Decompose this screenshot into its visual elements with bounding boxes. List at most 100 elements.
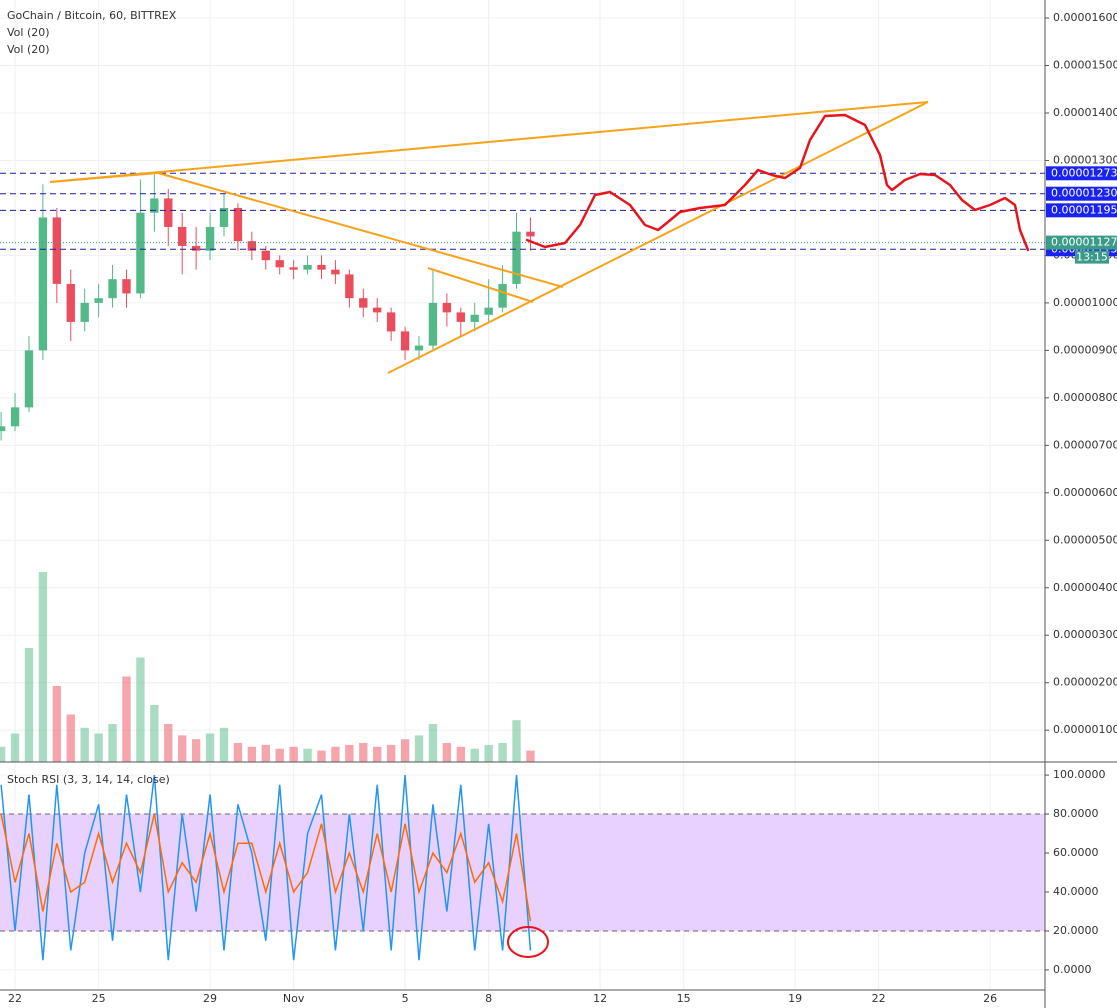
y-tick-label: 0.00001400 [1053,106,1117,119]
x-tick-label: 29 [203,992,217,1005]
y-tick-label: 100.0000 [1053,768,1106,781]
volume-bar [108,724,117,762]
level-label: 0.00001195 [1051,203,1117,216]
y-tick-label: 0.00001300 [1053,153,1117,166]
x-tick-label: 25 [92,992,106,1005]
level-label: 0.00001273 [1051,166,1117,179]
volume-bar [498,743,507,762]
y-tick-label: 0.00001600 [1053,11,1117,24]
candle-body [428,302,438,346]
trend-line [49,172,159,183]
stoch-line [0,813,532,922]
drawings [49,101,1030,958]
candle-body [205,226,215,251]
stoch-line [0,774,532,961]
volume-bar [52,686,62,762]
volume-bar [219,727,229,762]
y-tick-label: 0.00000100 [1053,723,1117,736]
volume-bar [289,746,298,762]
candle-body [289,267,298,270]
candle-body [303,264,312,270]
y-tick-label: 0.00001500 [1053,59,1117,72]
volume-bar [386,744,396,762]
plot [0,172,1045,961]
candle-body [38,217,48,351]
x-tick-label: 8 [485,992,492,1005]
volume-bar [233,743,243,762]
volume-bar [484,744,493,762]
candle-body [456,312,465,322]
volume-bar [400,739,410,762]
candle-body [10,407,20,427]
trend-line [157,172,564,288]
volume-bar [456,746,465,762]
volume-bar [178,735,187,762]
trend-line [387,101,929,374]
y-tick-label: 0.00000900 [1053,343,1117,356]
candle-body [136,212,145,294]
y-tick-label: 0.00000400 [1053,581,1117,594]
x-tick-label: 12 [593,992,607,1005]
y-tick-label: 0.00000500 [1053,533,1117,546]
x-tick-label: 26 [983,992,997,1005]
volume-bar [247,746,257,762]
x-tick-label: 5 [402,992,409,1005]
highlight-circle [507,926,549,958]
volume-bar [205,733,215,762]
candle-body [470,314,479,322]
trend-line [427,267,534,303]
candle-body [526,231,535,237]
volume-bar [442,743,452,762]
volume-bar [526,750,535,762]
y-tick-label: 0.00000600 [1053,486,1117,499]
x-tick-label: 15 [677,992,691,1005]
candle-body [512,231,521,284]
candle-body [442,302,452,313]
candle-body [275,260,284,268]
indicator-label: Vol (20) [7,43,50,56]
candle-body [178,226,187,246]
volume-bar [150,705,159,762]
last-price-box [1046,235,1117,250]
candle-body [94,298,103,303]
volume-bar [261,744,270,762]
candle-body [261,250,270,261]
y-tick-label: 0.00000800 [1053,391,1117,404]
y-tick-label: 80.0000 [1053,807,1099,820]
y-tick-label: 60.0000 [1053,846,1099,859]
volume-bar [512,720,521,762]
candle-body [219,207,229,227]
candle-body [108,279,117,299]
candle-body [80,302,89,322]
candle-body [317,264,326,270]
candle-body [414,345,424,351]
candle-body [331,269,340,275]
candle-body [66,283,75,322]
countdown: 13:15 [1076,251,1108,264]
forecast-sketch [525,113,1030,252]
volume-bar [191,739,201,762]
last-price-label: 0.00001127 [1051,236,1117,249]
level-label: 0.00001230 [1051,187,1117,200]
volume-bar [66,714,75,762]
candle-body [359,298,368,308]
candle-body [247,241,257,251]
volume-bar [164,724,173,762]
candle-body [150,198,159,213]
x-tick-label: 22 [8,992,22,1005]
candle-body [122,279,131,294]
candle-body [0,426,6,432]
candle-body [164,198,173,227]
volume-bar [303,748,312,762]
volume-bar [428,724,438,762]
y-tick-label: 0.00000200 [1053,676,1117,689]
candle-body [233,207,243,242]
y-tick-label: 0.00001000 [1053,296,1117,309]
level-label-box [1046,186,1117,201]
chart-title: GoChain / Bitcoin, 60, BITTREX [7,9,177,22]
level-label-box [1046,203,1117,218]
y-tick-label: 0.0000 [1053,963,1092,976]
x-tick-label: 22 [872,992,886,1005]
